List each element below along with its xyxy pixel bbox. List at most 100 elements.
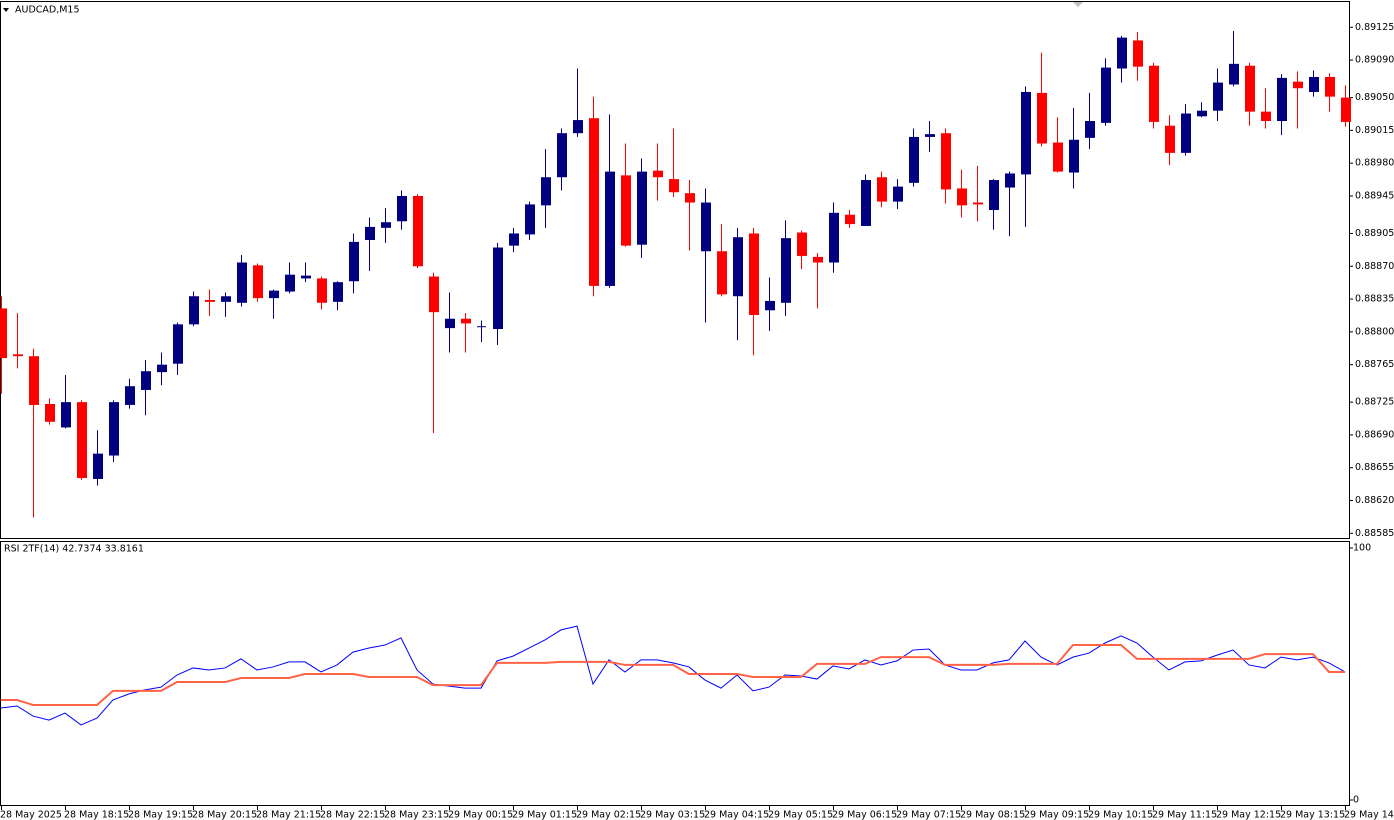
candle-body: [765, 300, 775, 311]
y-tick-label: 0.88620: [1355, 495, 1394, 506]
candle-body: [1149, 65, 1159, 122]
shift-marker: [1073, 2, 1083, 7]
y-tick-label: 0.88835: [1355, 294, 1394, 305]
y-tick-label: 0.88870: [1355, 261, 1394, 272]
y-tick-label: 0.89015: [1355, 125, 1394, 136]
x-tick-label: 29 May 03:15: [640, 810, 705, 820]
x-tick-label: 28 May 23:15: [384, 810, 449, 820]
x-tick-label: 29 May 13:15: [1280, 810, 1345, 820]
y-tick-label: 0.88800: [1355, 326, 1394, 337]
candle-body: [605, 171, 615, 286]
candle-body: [541, 177, 551, 206]
candle-body: [589, 118, 599, 286]
candle-body: [557, 133, 567, 178]
x-tick-label: 28 May 2025: [0, 810, 62, 820]
candle-body: [1197, 110, 1207, 117]
candle-body: [861, 180, 871, 226]
candle-body: [61, 402, 71, 428]
candle-body: [797, 232, 807, 256]
candle-body: [0, 308, 7, 359]
x-tick-label: 29 May 12:15: [1216, 810, 1281, 820]
x-tick-label: 28 May 20:15: [192, 810, 257, 820]
candle-body: [813, 256, 823, 263]
candle-body: [1245, 65, 1255, 112]
candle-body: [189, 296, 199, 325]
candle-body: [109, 402, 119, 456]
x-tick-label: 29 May 10:15: [1088, 810, 1153, 820]
x-tick-label: 29 May 06:15: [832, 810, 897, 820]
candle-body: [909, 136, 919, 183]
candle-body: [1181, 113, 1191, 153]
x-tick-label: 29 May 08:15: [960, 810, 1025, 820]
y-tick-label: 0: [1353, 795, 1359, 806]
candle-body: [1101, 67, 1111, 123]
y-tick-label: 0.88690: [1355, 429, 1394, 440]
candle-body: [1325, 76, 1335, 97]
candle-body: [1165, 125, 1175, 153]
y-tick-label: 0.89090: [1355, 55, 1394, 66]
candle-body: [1341, 97, 1351, 122]
candle-body: [365, 226, 375, 241]
candle-body: [445, 318, 455, 329]
candle-body: [397, 195, 407, 222]
candle-body: [669, 179, 679, 193]
candle-body: [733, 237, 743, 297]
y-tick-label: 0.88585: [1355, 528, 1394, 539]
x-tick-label: 29 May 01:15: [512, 810, 577, 820]
candle-body: [93, 453, 103, 479]
candle-body: [1293, 81, 1303, 89]
x-tick-label: 28 May 22:15: [320, 810, 385, 820]
candle-body: [333, 282, 343, 302]
x-tick-label: 29 May 05:15: [768, 810, 833, 820]
candle-body: [1261, 111, 1271, 122]
candle-body: [1053, 142, 1063, 172]
candle-body: [941, 133, 951, 190]
x-tick-label: 29 May 09:15: [1024, 810, 1089, 820]
candle-body: [989, 180, 999, 211]
candle-body: [845, 214, 855, 225]
candle-body: [893, 186, 903, 202]
y-tick-label: 0.88905: [1355, 228, 1394, 239]
candle-body: [829, 212, 839, 263]
x-tick-label: 29 May 02:15: [576, 810, 641, 820]
candle-body: [1277, 77, 1287, 122]
candle-body: [973, 202, 983, 205]
candle-body: [77, 402, 87, 479]
candle-body: [509, 233, 519, 246]
candle-body: [1117, 37, 1127, 69]
candle-body: [237, 262, 247, 303]
x-tick-label: 28 May 18:15: [64, 810, 129, 820]
indicator-line: [0, 625, 1346, 726]
candle-body: [125, 386, 135, 405]
candle-body: [1309, 76, 1319, 92]
candle-body: [877, 177, 887, 202]
candle-body: [173, 324, 183, 364]
candle-body: [621, 175, 631, 246]
candle-body: [269, 290, 279, 299]
x-tick-label: 29 May 00:15: [448, 810, 513, 820]
candle-body: [717, 251, 727, 295]
candle-body: [301, 275, 311, 279]
candle-body: [749, 233, 759, 315]
candle-body: [637, 171, 647, 245]
symbol-menu-arrow[interactable]: [3, 8, 9, 12]
candle-body: [29, 356, 39, 405]
candle-body: [1037, 92, 1047, 144]
candle-body: [317, 278, 327, 303]
candle-body: [381, 222, 391, 228]
candle-body: [45, 404, 55, 422]
candle-body: [653, 170, 663, 178]
y-tick-label: 0.88765: [1355, 359, 1394, 370]
candle-body: [701, 202, 711, 252]
candle-body: [1069, 139, 1079, 173]
candle-body: [413, 195, 423, 267]
y-tick-label: 0.89050: [1355, 92, 1394, 103]
candle-body: [461, 318, 471, 324]
candle-body: [1005, 173, 1015, 188]
candle-body: [1085, 121, 1095, 138]
candle-body: [1229, 63, 1239, 85]
candle-body: [781, 238, 791, 303]
indicator-line: [1, 644, 1345, 706]
candle-body: [685, 193, 695, 203]
